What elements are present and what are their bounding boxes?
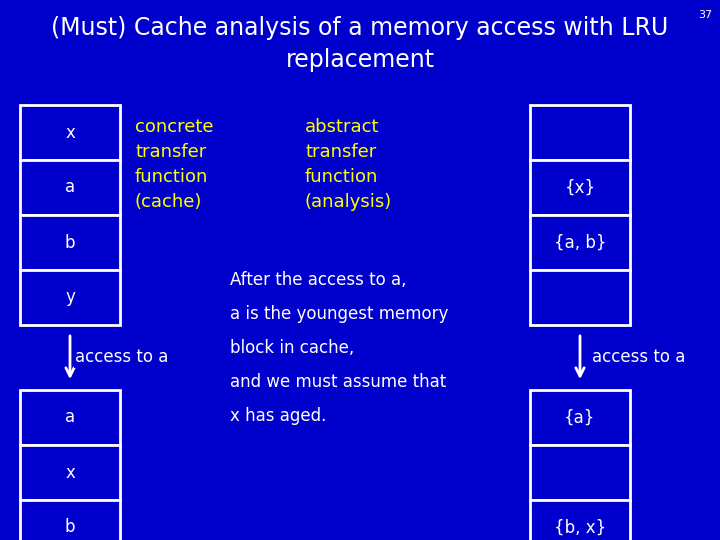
Text: x: x: [65, 463, 75, 482]
Bar: [20, 215, 120, 270]
Text: block in cache,: block in cache,: [230, 339, 354, 357]
Bar: [20, 270, 120, 325]
Text: y: y: [65, 288, 75, 307]
Text: (Must) Cache analysis of a memory access with LRU: (Must) Cache analysis of a memory access…: [51, 16, 669, 40]
Text: 37: 37: [698, 10, 712, 20]
Bar: [20, 105, 120, 160]
Bar: [530, 105, 630, 160]
Bar: [530, 215, 630, 270]
Text: replacement: replacement: [285, 48, 435, 72]
Text: and we must assume that: and we must assume that: [230, 373, 446, 391]
Text: abstract
transfer
function
(analysis): abstract transfer function (analysis): [305, 118, 392, 211]
Bar: [530, 270, 630, 325]
Text: concrete
transfer
function
(cache): concrete transfer function (cache): [135, 118, 214, 211]
Text: {b, x}: {b, x}: [554, 518, 606, 537]
Text: x has aged.: x has aged.: [230, 407, 326, 425]
Bar: [530, 160, 630, 215]
Text: {a, b}: {a, b}: [554, 233, 606, 252]
Text: a is the youngest memory: a is the youngest memory: [230, 305, 449, 323]
Text: {a}: {a}: [564, 408, 595, 427]
Bar: [530, 500, 630, 540]
Text: access to a: access to a: [592, 348, 685, 367]
Text: x: x: [65, 124, 75, 141]
Text: b: b: [65, 518, 76, 537]
Text: After the access to a,: After the access to a,: [230, 271, 407, 289]
Bar: [20, 390, 120, 445]
Text: b: b: [65, 233, 76, 252]
Text: a: a: [65, 408, 75, 427]
Text: {x}: {x}: [564, 179, 595, 197]
Bar: [20, 160, 120, 215]
Bar: [530, 445, 630, 500]
Bar: [530, 390, 630, 445]
Bar: [20, 445, 120, 500]
Bar: [20, 500, 120, 540]
Text: a: a: [65, 179, 75, 197]
Text: access to a: access to a: [75, 348, 168, 367]
